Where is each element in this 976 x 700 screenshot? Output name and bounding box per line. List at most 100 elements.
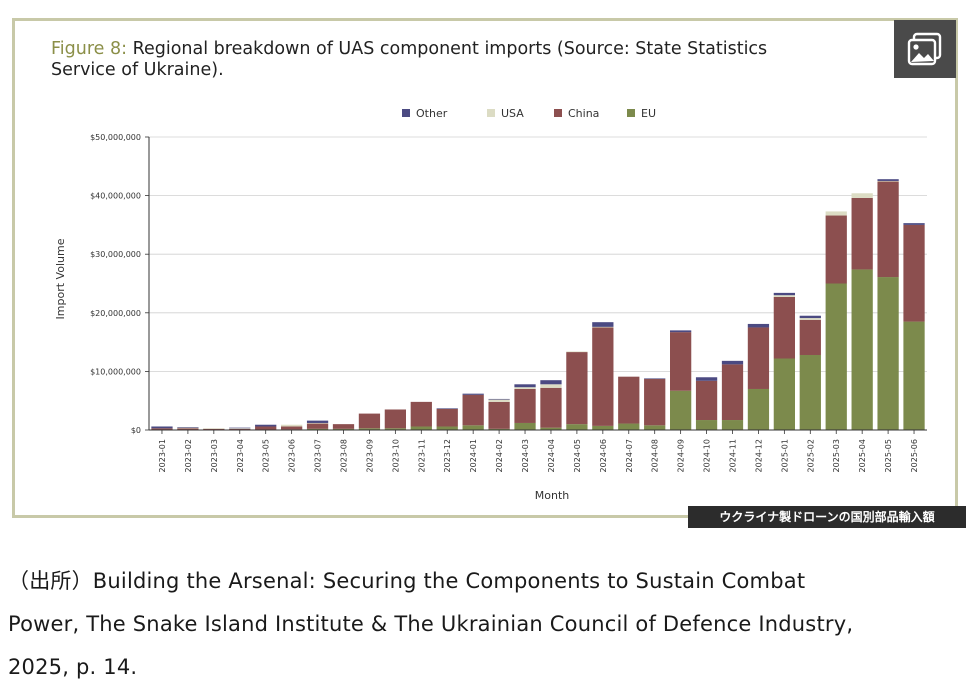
- figure-title: Figure 8: Regional breakdown of UAS comp…: [51, 39, 911, 81]
- bar-segment-china: [695, 380, 718, 421]
- bar-segment-other: [462, 393, 484, 395]
- figure-title-line2: Service of Ukraine).: [51, 60, 224, 80]
- x-axis-title: Month: [535, 489, 570, 502]
- x-tick-label: 2024-05: [573, 439, 582, 472]
- x-tick-label: 2024-04: [547, 439, 556, 472]
- x-tick-label: 2023-12: [443, 439, 452, 472]
- bar-segment-usa: [799, 318, 821, 320]
- bar-segment-china: [903, 224, 925, 322]
- y-axis-title: Import Volume: [54, 238, 67, 319]
- bar-segment-eu: [514, 422, 536, 430]
- bar-segment-china: [566, 352, 588, 425]
- x-tick-label: 2024-03: [521, 439, 530, 472]
- bar-segment-eu: [306, 428, 329, 430]
- x-tick-label: 2024-07: [625, 439, 634, 472]
- bar-segment-usa: [773, 295, 795, 297]
- bar-segment-eu: [384, 428, 406, 430]
- bar-segment-usa: [488, 399, 510, 402]
- bar-segment-other: [799, 315, 821, 319]
- bar-segment-china: [799, 319, 821, 355]
- bar-segment-other: [670, 330, 692, 333]
- bar-segment-other: [877, 179, 899, 181]
- x-tick-label: 2023-11: [417, 439, 426, 472]
- bar-segment-china: [306, 423, 329, 429]
- bar-segment-eu: [566, 424, 588, 430]
- legend: Other USA China EU: [402, 107, 656, 120]
- x-tick-label: 2024-02: [495, 439, 504, 472]
- x-tick-label: 2025-05: [884, 439, 893, 472]
- bar-segment-eu: [540, 427, 562, 430]
- x-tick-label: 2023-05: [262, 439, 271, 472]
- bar-segment-eu: [851, 269, 873, 430]
- x-tick-label: 2025-02: [806, 439, 815, 472]
- bar-segment-china: [384, 409, 406, 429]
- bar-segment-other: [255, 424, 277, 427]
- image-gallery-icon[interactable]: [894, 20, 956, 78]
- bar-segment-china: [773, 296, 795, 359]
- bar-segment-eu: [695, 420, 718, 430]
- bar-segment-other: [488, 398, 510, 400]
- x-tick-label: 2024-09: [677, 439, 686, 472]
- bar-segment-usa: [306, 422, 329, 424]
- bar-segment-other: [514, 384, 536, 388]
- bar-segment-china: [358, 413, 381, 429]
- bar-segment-china: [462, 394, 484, 426]
- x-tick-label: 2023-01: [158, 439, 167, 472]
- y-tick-label: $20,000,000: [90, 309, 141, 318]
- x-tick-label: 2024-10: [703, 439, 712, 472]
- bar-segment-china: [721, 364, 744, 421]
- bar-segment-china: [281, 426, 303, 430]
- x-tick-label: 2023-07: [314, 439, 323, 472]
- bar-segment-other: [695, 377, 718, 381]
- bar-segment-eu: [903, 321, 925, 430]
- x-tick-label: 2023-02: [184, 439, 193, 472]
- legend-label-china: China: [568, 107, 599, 120]
- legend-label-other: Other: [416, 107, 448, 120]
- bar-segment-eu: [721, 420, 744, 430]
- source-line-3: 2025, p. 14.: [8, 655, 138, 679]
- legend-swatch-eu: [627, 109, 635, 117]
- source-citation: （出所）Building the Arsenal: Securing the C…: [8, 560, 968, 689]
- bar-segment-china: [203, 428, 225, 430]
- x-tick-label: 2023-10: [391, 439, 400, 472]
- bar-segment-other: [306, 420, 329, 423]
- y-tick-label: $30,000,000: [90, 250, 141, 259]
- legend-label-usa: USA: [501, 107, 524, 120]
- bar-segment-eu: [358, 428, 381, 430]
- bar-segment-usa: [281, 424, 303, 427]
- bar-segment-eu: [618, 423, 640, 430]
- bar-segment-other: [229, 427, 251, 429]
- bar-segment-eu: [877, 277, 899, 430]
- bar-segment-usa: [203, 428, 225, 429]
- bar-segment-china: [618, 376, 640, 424]
- bar-segment-other: [177, 427, 199, 428]
- bar-segment-china: [514, 388, 536, 423]
- bar-segment-china: [255, 426, 277, 430]
- bar-segment-china: [332, 424, 355, 429]
- bar-segment-china: [592, 327, 614, 426]
- x-tick-label: 2023-03: [210, 439, 219, 472]
- figure-title-line1: Regional breakdown of UAS component impo…: [132, 39, 768, 59]
- x-tick-label: 2023-06: [288, 439, 297, 472]
- bar-segment-other: [644, 378, 666, 380]
- bar-segment-eu: [773, 358, 795, 430]
- stacked-bar-chart: $0 $10,000,000 $20,000,000 $30,000,000 $40,0…: [54, 107, 927, 502]
- bar-segment-eu: [332, 428, 355, 430]
- bar-segment-china: [670, 332, 692, 391]
- source-line-1: （出所）Building the Arsenal: Securing the C…: [8, 569, 806, 593]
- legend-label-eu: EU: [641, 107, 656, 120]
- x-tick-label: 2024-12: [754, 439, 763, 472]
- bar-segment-usa: [540, 384, 562, 388]
- y-tick-label: $50,000,000: [90, 133, 141, 142]
- y-tick-label: $40,000,000: [90, 192, 141, 201]
- bar-segment-usa: [566, 351, 588, 353]
- bar-segment-china: [436, 408, 458, 427]
- image-gallery-glyph: [907, 32, 942, 66]
- bar-segment-eu: [436, 426, 458, 430]
- bar-segment-china: [229, 428, 251, 430]
- bar-segment-usa: [592, 326, 614, 328]
- bar-segment-china: [488, 401, 510, 429]
- bar-segment-other: [540, 380, 562, 385]
- bar-segment-other: [747, 323, 770, 328]
- bar-segment-eu: [592, 425, 614, 430]
